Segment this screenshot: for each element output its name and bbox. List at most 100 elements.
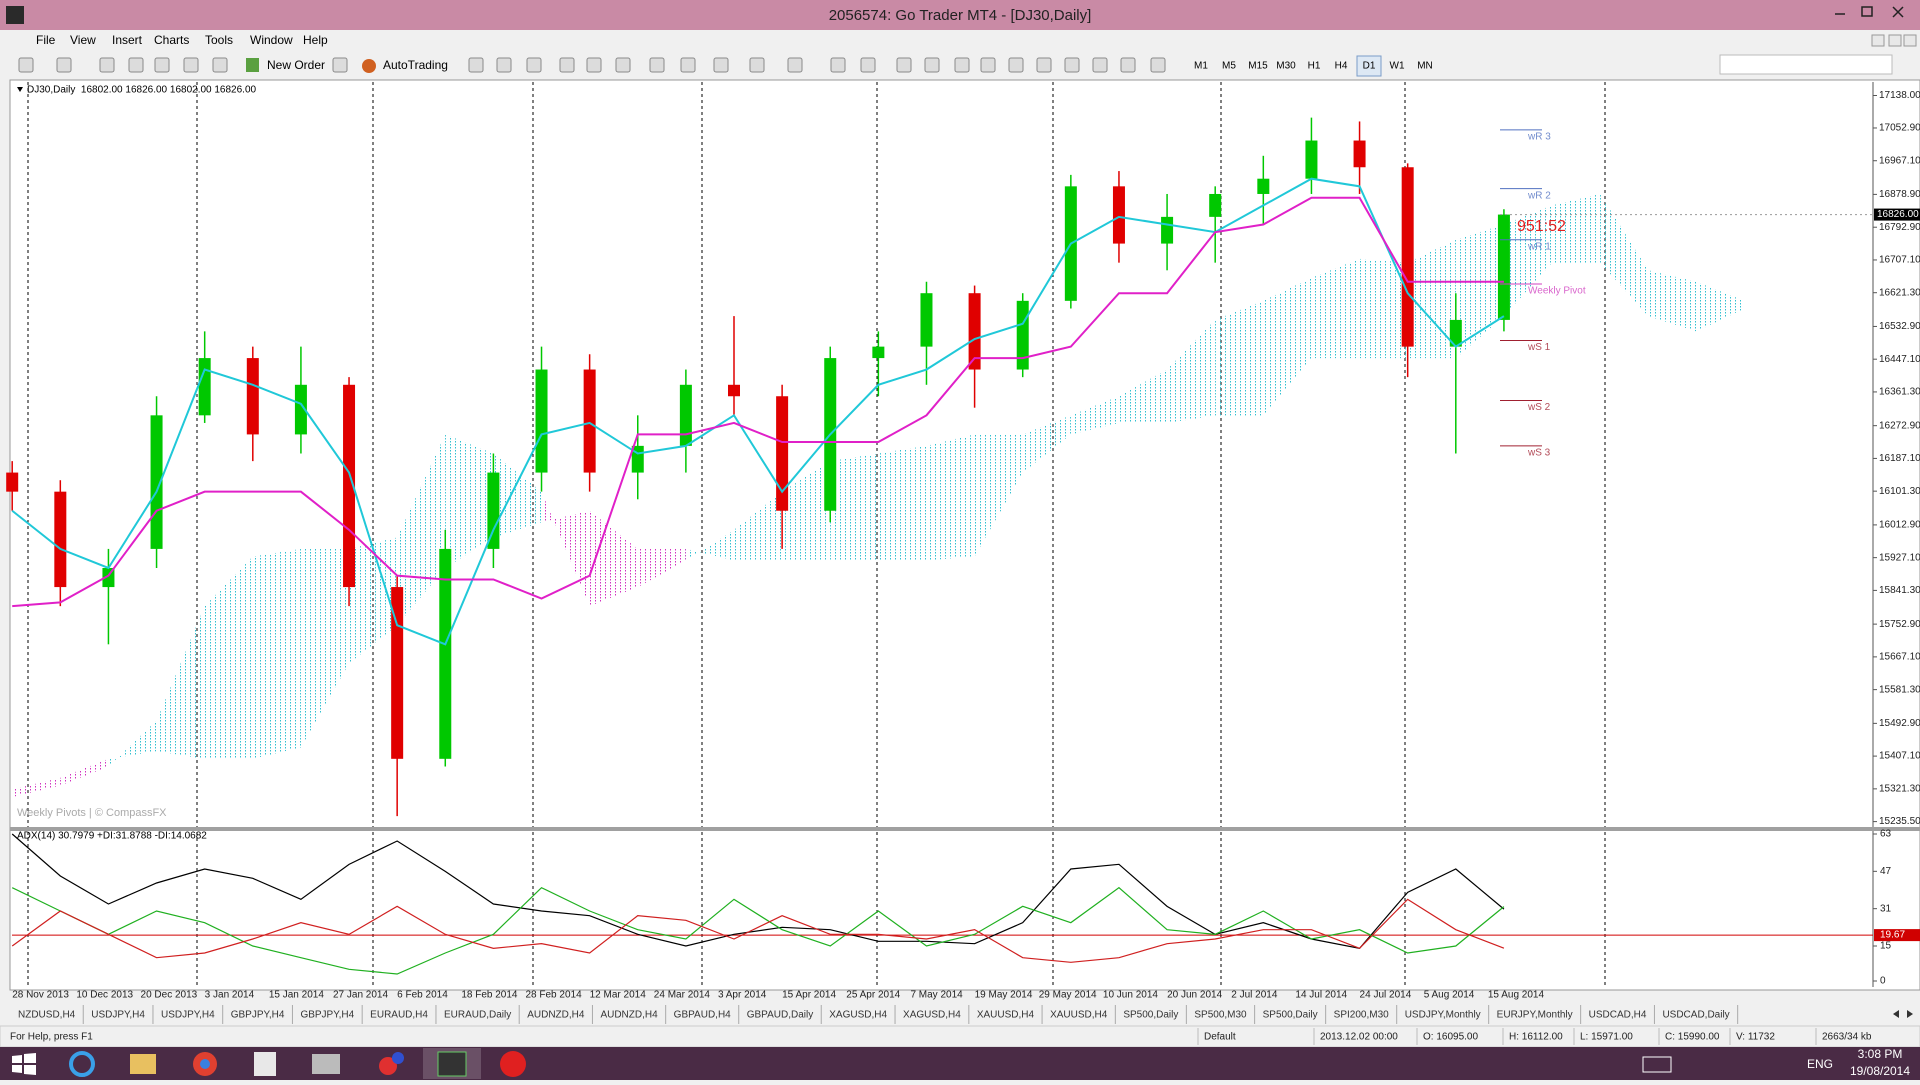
autotrading-button[interactable]: AutoTrading bbox=[383, 58, 448, 72]
menu-item[interactable]: File bbox=[36, 33, 56, 47]
chart-tab[interactable]: EURJPY,Monthly bbox=[1497, 1010, 1573, 1021]
timeframe-button[interactable]: MN bbox=[1417, 61, 1433, 72]
x-tick-label: 27 Jan 2014 bbox=[333, 990, 388, 1001]
timeframe-button[interactable]: M1 bbox=[1194, 61, 1208, 72]
cloud-segment bbox=[445, 434, 494, 568]
toolbar-icon[interactable] bbox=[1092, 57, 1108, 73]
x-tick-label: 19 May 2014 bbox=[975, 990, 1033, 1001]
toolbar-icon[interactable] bbox=[332, 57, 348, 73]
chart-tab[interactable]: SP500,Daily bbox=[1123, 1010, 1178, 1021]
toolbar-icon[interactable] bbox=[362, 59, 376, 73]
chart-tab[interactable]: AUDNZD,H4 bbox=[527, 1010, 585, 1021]
toolbar-icon[interactable] bbox=[586, 57, 602, 73]
menu-item[interactable]: View bbox=[70, 33, 96, 47]
chart-tab[interactable]: XAGUSD,H4 bbox=[903, 1010, 961, 1021]
chart-tab[interactable]: SPI200,M30 bbox=[1334, 1010, 1389, 1021]
toolbar-icon[interactable] bbox=[954, 57, 970, 73]
toolbar-icon[interactable] bbox=[56, 57, 72, 73]
toolbar-icon[interactable] bbox=[154, 57, 170, 73]
chart-tab[interactable]: SP500,M30 bbox=[1194, 1010, 1247, 1021]
x-tick-label: 5 Aug 2014 bbox=[1424, 990, 1475, 1001]
timeframe-button[interactable]: D1 bbox=[1363, 61, 1376, 72]
timeframe-button[interactable]: M15 bbox=[1248, 61, 1268, 72]
chart-tab[interactable]: USDCAD,H4 bbox=[1589, 1010, 1647, 1021]
cloud-segment bbox=[252, 548, 301, 759]
toolbar-icon[interactable] bbox=[496, 57, 512, 73]
toolbar-icon[interactable] bbox=[830, 57, 846, 73]
y-tick-label: 15667.10 bbox=[1879, 652, 1920, 663]
mdi-control[interactable] bbox=[1871, 34, 1885, 47]
toolbar-icon[interactable] bbox=[559, 57, 575, 73]
toolbar-icon[interactable] bbox=[980, 57, 996, 73]
toolbar-icon[interactable] bbox=[246, 58, 259, 72]
chart-tab[interactable]: XAUUSD,H4 bbox=[977, 1010, 1035, 1021]
chart-tab[interactable]: SP500,Daily bbox=[1263, 1010, 1318, 1021]
toolbar-icon[interactable] bbox=[128, 57, 144, 73]
toolbar-icon[interactable] bbox=[468, 57, 484, 73]
timeframe-button[interactable]: W1 bbox=[1390, 61, 1405, 72]
chart-tab[interactable]: USDCAD,Daily bbox=[1662, 1010, 1729, 1021]
y-tick-label: 16792.90 bbox=[1879, 222, 1920, 233]
x-tick-label: 10 Jun 2014 bbox=[1103, 990, 1158, 1001]
toolbar-icon[interactable] bbox=[713, 57, 729, 73]
chart-tab[interactable]: USDJPY,Monthly bbox=[1405, 1010, 1481, 1021]
chart-tab[interactable]: GBPAUD,H4 bbox=[674, 1010, 731, 1021]
menu-item[interactable]: Tools bbox=[205, 33, 233, 47]
chart-tab[interactable]: XAGUSD,H4 bbox=[829, 1010, 887, 1021]
toolbar-icon[interactable] bbox=[1036, 57, 1052, 73]
timeframe-button[interactable]: M30 bbox=[1276, 61, 1296, 72]
chart-tab[interactable]: XAUUSD,H4 bbox=[1050, 1010, 1108, 1021]
chart-tab[interactable]: GBPAUD,Daily bbox=[747, 1010, 814, 1021]
toolbar-icon[interactable] bbox=[1150, 57, 1166, 73]
cloud-segment bbox=[1263, 277, 1312, 416]
mdi-control[interactable] bbox=[1903, 34, 1917, 47]
cloud-segment bbox=[108, 720, 157, 767]
menu-item[interactable]: Window bbox=[250, 33, 293, 47]
cloud-segment bbox=[589, 510, 638, 607]
mdi-control[interactable] bbox=[1888, 34, 1902, 47]
chart-tab[interactable]: EURAUD,H4 bbox=[370, 1010, 428, 1021]
chart-tab[interactable]: GBPJPY,H4 bbox=[231, 1010, 285, 1021]
tabs: NZDUSD,H4 USDJPY,H4 USDJPY,H4 GBPJPY,H4 GBPJ… bbox=[18, 1005, 1913, 1024]
x-tick-label: 3 Apr 2014 bbox=[718, 990, 767, 1001]
cloud-segment bbox=[349, 537, 398, 664]
window-controls[interactable] bbox=[1835, 6, 1904, 18]
toolbar-icon[interactable] bbox=[18, 57, 34, 73]
toolbar-icon[interactable] bbox=[615, 57, 631, 73]
toolbar-icon[interactable] bbox=[1008, 57, 1024, 73]
toolbar-icon[interactable] bbox=[99, 57, 115, 73]
chart-tab[interactable]: AUDNZD,H4 bbox=[600, 1010, 658, 1021]
toolbar-icon[interactable] bbox=[1120, 57, 1136, 73]
timeframe-button[interactable]: M5 bbox=[1222, 61, 1236, 72]
chart-tab[interactable]: USDJPY,H4 bbox=[91, 1010, 145, 1021]
candle-body bbox=[54, 491, 67, 588]
toolbar-icon[interactable] bbox=[526, 57, 542, 73]
pivot-label: wR 3 bbox=[1527, 131, 1551, 142]
timeframe-button[interactable]: H4 bbox=[1335, 61, 1348, 72]
toolbar-icon[interactable] bbox=[183, 57, 199, 73]
toolbar-icon[interactable] bbox=[860, 57, 876, 73]
chart-tab[interactable]: EURAUD,Daily bbox=[444, 1010, 511, 1021]
toolbar-icon[interactable] bbox=[649, 57, 665, 73]
timeframe-button[interactable]: H1 bbox=[1308, 61, 1321, 72]
chart-tab[interactable]: NZDUSD,H4 bbox=[18, 1010, 76, 1021]
taskbar-icons[interactable] bbox=[12, 1048, 1672, 1079]
toolbar-icon[interactable] bbox=[680, 57, 696, 73]
menu-item[interactable]: Charts bbox=[154, 33, 189, 47]
toolbar-icon[interactable] bbox=[924, 57, 940, 73]
toolbar-icon[interactable] bbox=[749, 57, 765, 73]
toolbar-icon[interactable] bbox=[1064, 57, 1080, 73]
search-box[interactable] bbox=[1719, 54, 1893, 75]
chart-tab[interactable]: USDJPY,H4 bbox=[161, 1010, 215, 1021]
menu-item[interactable]: Insert bbox=[112, 33, 143, 47]
x-tick-label: 28 Nov 2013 bbox=[12, 990, 69, 1001]
menu-item[interactable]: Help bbox=[303, 33, 328, 47]
chart-tab[interactable]: GBPJPY,H4 bbox=[300, 1010, 354, 1021]
toolbar-icon[interactable] bbox=[896, 57, 912, 73]
cloud-segment bbox=[1552, 193, 1601, 263]
toolbar-icon[interactable] bbox=[787, 57, 803, 73]
toolbar-icon[interactable] bbox=[212, 57, 228, 73]
new-order-button[interactable]: New Order bbox=[267, 58, 325, 72]
tab-scroll[interactable] bbox=[1893, 1010, 1913, 1018]
